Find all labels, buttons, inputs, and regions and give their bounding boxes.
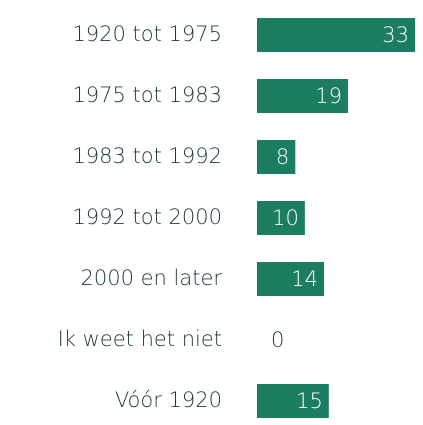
category-label: 1975 tot 1983: [72, 83, 222, 107]
category-label: 1983 tot 1992: [72, 144, 222, 168]
category-label: Vóór 1920: [115, 388, 222, 412]
value-label: 0: [271, 328, 284, 352]
value-label: 8: [276, 145, 289, 169]
value-label: 19: [315, 84, 342, 108]
bar: [257, 140, 296, 174]
value-label: 33: [382, 23, 409, 47]
category-label: 1920 tot 1975: [72, 22, 222, 46]
bar: [257, 201, 305, 235]
value-label: 15: [296, 389, 323, 413]
bar: [257, 79, 348, 113]
category-label: 2000 en later: [80, 266, 222, 290]
bar: [257, 18, 415, 52]
category-label: Ik weet het niet: [58, 327, 222, 351]
value-label: 14: [291, 267, 318, 291]
category-label: 1992 tot 2000: [72, 205, 222, 229]
bar: [257, 262, 325, 296]
value-label: 10: [272, 206, 299, 230]
bar: [257, 384, 329, 418]
